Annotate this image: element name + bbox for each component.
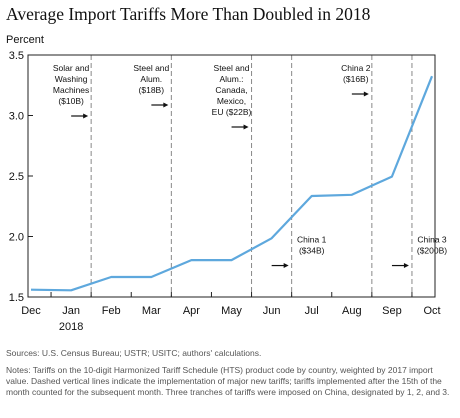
annotation-text: Washing [55,74,88,84]
annotation-arrowhead [363,91,369,97]
y-axis-label: Percent [6,34,44,46]
sources-note: Sources: U.S. Census Bureau; USTR; USITC… [6,348,262,358]
x-tick-label: Mar [142,305,161,317]
annotation-text: EU ($22B) [212,107,252,117]
annotation-arrowhead [243,124,249,130]
y-tick-label: 1.5 [9,292,24,304]
y-tick-label: 3.0 [9,111,24,123]
annotation-text: China 1 [297,235,327,245]
x-tick-label: Jul [305,305,319,317]
annotation-text: Solar and [53,63,90,73]
annotation-text: ($18B) [139,85,165,95]
annotation-text: ($34B) [299,246,325,256]
chart-title: Average Import Tariffs More Than Doubled… [6,4,371,24]
annotation-text: ($16B) [343,74,369,84]
x-tick-label: Feb [102,305,121,317]
notes-text: Notes: Tariffs on the 10-digit Harmonize… [6,365,450,397]
tariff-event-lines [90,55,413,297]
y-tick-label: 2.5 [9,171,24,183]
x-tick-label: Sep [382,305,402,317]
annotation-arrowhead [163,102,169,108]
y-tick-label: 3.5 [9,50,24,62]
annotation-text: Alum.: [219,74,243,84]
annotation-text: ($10B) [58,96,84,106]
annotation-text: Machines [53,85,89,95]
x-tick-label: Jan [62,305,80,317]
annotation-text: Canada, [215,85,247,95]
annotation-arrowhead [403,263,409,269]
axes: 1.5 2.0 2.5 3.0 3.5 Dec Jan Feb Mar Apr May Jun Jul A… [9,50,441,333]
annotation-arrowhead [283,263,289,269]
y-tick-label: 2.0 [9,232,24,244]
annotation-text: Alum. [140,74,162,84]
annotation-text: China 2 [341,63,371,73]
x-tick-label: Aug [342,305,362,317]
annotation-arrowhead [83,113,89,119]
annotation-text: China 3 [417,235,447,245]
x-tick-label: May [221,305,242,317]
x-tick-label: Jun [263,305,281,317]
x-year-label: 2018 [59,321,83,333]
annotation-text: ($200B) [417,246,447,256]
x-tick-label: Apr [183,305,200,317]
x-tick-label: Dec [21,305,41,317]
annotation-text: Mexico, [217,96,246,106]
x-tick-label: Oct [423,305,440,317]
annotation-text: Steel and [214,63,250,73]
annotation-text: Steel and [133,63,169,73]
series-line-group [30,75,434,292]
